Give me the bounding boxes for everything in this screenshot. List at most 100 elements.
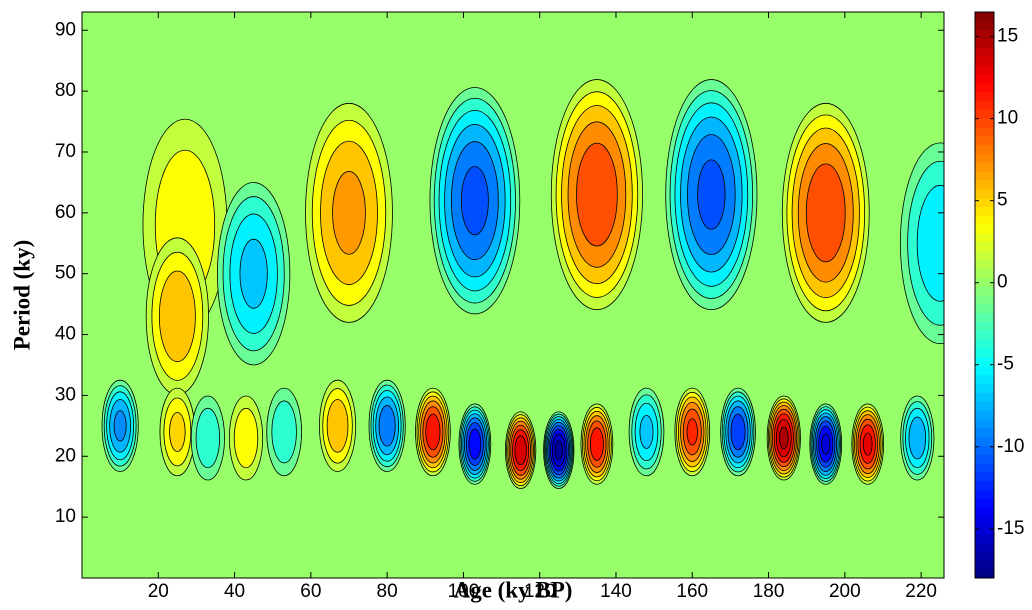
- colorbar-cell: [975, 409, 994, 420]
- x-tick-label: 220: [905, 581, 937, 602]
- colorbar-cell: [975, 348, 994, 358]
- colorbar-cell: [975, 295, 994, 305]
- x-tick-label: 60: [300, 581, 321, 602]
- contour-level: [514, 435, 527, 466]
- contour-level: [554, 440, 563, 460]
- colorbar-cell: [975, 171, 994, 181]
- x-tick-label: 160: [676, 581, 708, 602]
- colorbar-cell: [975, 374, 994, 384]
- colorbar-cell: [975, 47, 994, 57]
- contour-level: [158, 270, 196, 363]
- y-tick-label: 40: [55, 324, 76, 345]
- colorbar-tick-label: 10: [997, 108, 1018, 129]
- contour-level: [271, 400, 297, 464]
- colorbar-cell: [975, 516, 994, 526]
- contour-level: [169, 411, 186, 452]
- colorbar-tick-label: -10: [997, 436, 1024, 457]
- colorbar-cell: [975, 109, 994, 119]
- y-tick-label: 60: [55, 202, 76, 223]
- contour-level: [908, 416, 927, 460]
- x-tick-label: 200: [829, 581, 861, 602]
- contour-level: [821, 433, 831, 455]
- colorbar-cell: [975, 321, 994, 331]
- y-tick-label: 80: [55, 80, 76, 101]
- colorbar-cell: [975, 180, 994, 190]
- colorbar-cell: [975, 259, 994, 269]
- colorbar-cell: [975, 356, 994, 367]
- colorbar-cell: [975, 233, 994, 243]
- colorbar-cell: [975, 162, 994, 172]
- x-tick-label: 80: [377, 581, 398, 602]
- contour-level: [805, 163, 846, 263]
- contour-level: [730, 413, 746, 451]
- y-tick-label: 90: [55, 19, 76, 40]
- colorbar-cell: [975, 392, 994, 402]
- colorbar-cell: [975, 91, 994, 101]
- contour-level: [639, 414, 654, 449]
- colorbar-cell: [975, 65, 994, 75]
- y-tick-label: 50: [55, 263, 76, 284]
- colorbar-cell: [975, 241, 994, 252]
- colorbar-cell: [975, 445, 994, 455]
- colorbar-tick-label: -15: [997, 518, 1024, 539]
- contour-level: [326, 399, 349, 453]
- colorbar-cell: [975, 303, 994, 314]
- x-tick-label: 20: [148, 581, 169, 602]
- colorbar-cell: [975, 533, 994, 544]
- colorbar-tick-label: -5: [997, 354, 1014, 375]
- colorbar-cell: [975, 330, 994, 340]
- colorbar-cell: [975, 126, 994, 137]
- colorbar-cell: [975, 100, 994, 110]
- colorbar-cell: [975, 135, 994, 146]
- colorbar-cell: [975, 250, 994, 261]
- colorbar-cell: [975, 560, 994, 570]
- colorbar-cell: [975, 401, 994, 411]
- colorbar-cell: [975, 436, 994, 446]
- colorbar-cell: [975, 20, 994, 31]
- contour-level: [239, 238, 268, 309]
- colorbar-cell: [975, 498, 994, 508]
- x-axis-label: Age (ky BP): [454, 577, 573, 602]
- colorbar-cell: [975, 197, 994, 208]
- contour-level: [425, 413, 441, 451]
- contour-level: [862, 432, 873, 456]
- contour-level: [916, 184, 944, 302]
- colorbar-cell: [975, 224, 994, 234]
- colorbar-tick-label: 0: [997, 272, 1008, 293]
- colorbar-tick-label: 15: [997, 26, 1018, 47]
- colorbar-cell: [975, 365, 994, 376]
- contour-level: [460, 166, 489, 236]
- colorbar-cell: [975, 82, 994, 93]
- colorbar-cell: [975, 206, 994, 216]
- colorbar-cell: [975, 153, 994, 163]
- x-tick-label: 100: [448, 581, 480, 602]
- colorbar-tick-label: 5: [997, 190, 1008, 211]
- colorbar-cell: [975, 268, 994, 278]
- y-axis-label: Period (ky): [9, 240, 34, 351]
- colorbar-cell: [975, 489, 994, 499]
- colorbar-cell: [975, 118, 994, 128]
- y-tick-label: 30: [55, 384, 76, 405]
- plot-area: [82, 12, 944, 578]
- colorbar-cell: [975, 427, 994, 437]
- contour-level: [378, 405, 396, 447]
- x-tick-label: 180: [753, 581, 785, 602]
- contour-level: [686, 418, 698, 446]
- colorbar-cell: [975, 454, 994, 464]
- colorbar-cell: [975, 507, 994, 517]
- contour-level: [697, 159, 726, 230]
- colorbar-cell: [975, 29, 994, 40]
- colorbar-cell: [975, 569, 994, 579]
- colorbar-cell: [975, 144, 994, 154]
- contour-level: [113, 410, 127, 442]
- contour-level: [576, 142, 618, 247]
- colorbar-cell: [975, 277, 994, 287]
- colorbar-cell: [975, 286, 994, 296]
- plot-frame: [81, 11, 945, 579]
- contour-level: [468, 428, 482, 460]
- x-tick-label: 40: [224, 581, 245, 602]
- colorbar-cell: [975, 73, 994, 84]
- colorbar-cell: [975, 418, 994, 429]
- contour-level: [233, 407, 259, 469]
